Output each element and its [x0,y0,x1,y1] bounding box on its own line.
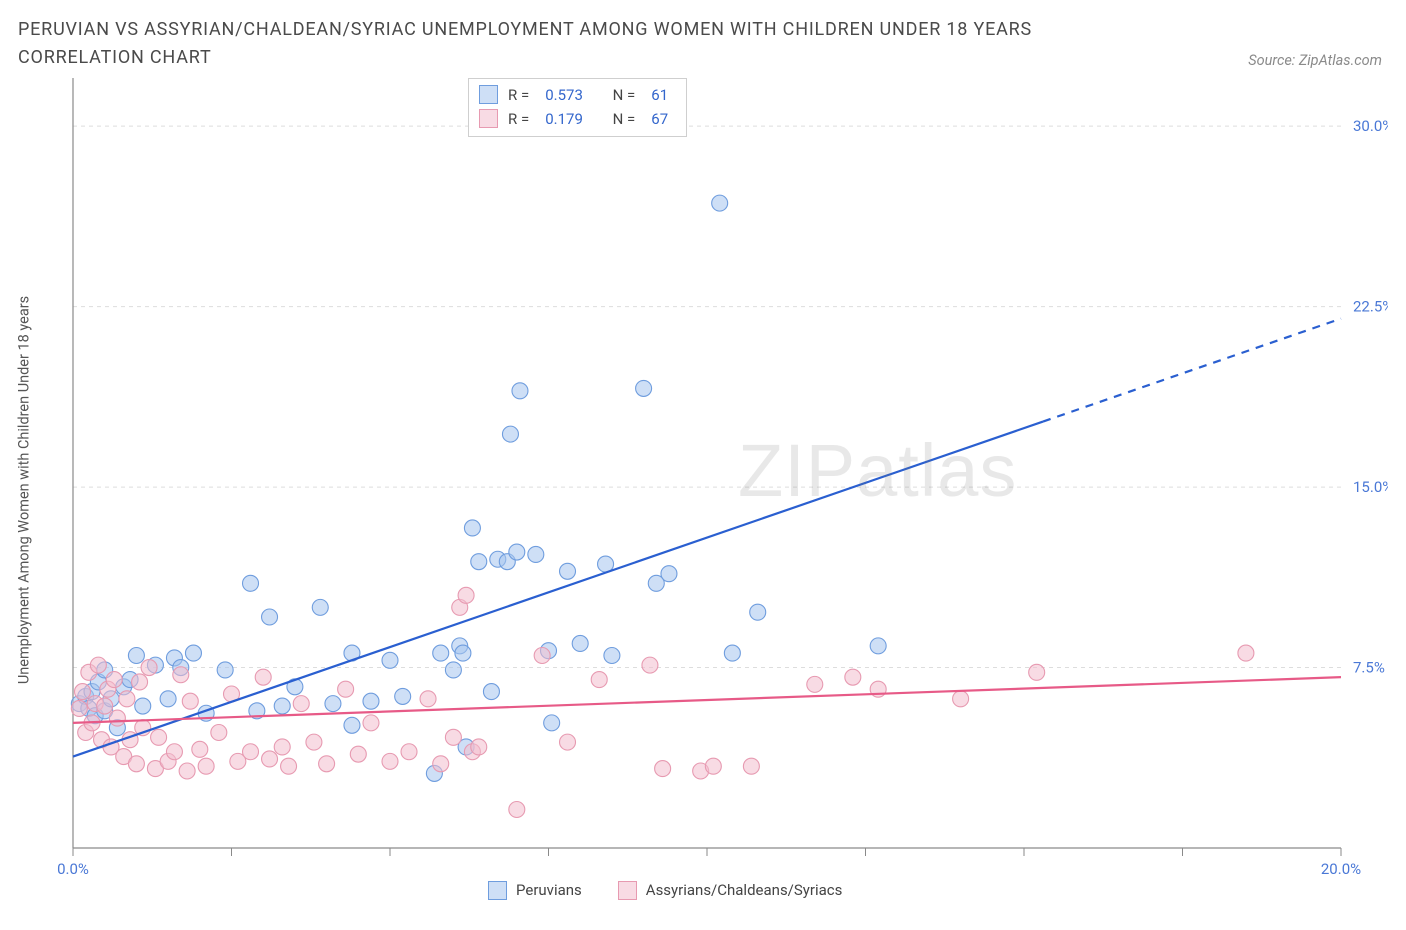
svg-text:7.5%: 7.5% [1353,658,1385,676]
y-axis-label: Unemployment Among Women with Children U… [16,296,33,684]
scatter-chart: 7.5% 15.0% 22.5% 30.0% 0.0% 20.0% [18,78,1388,902]
swatch-peruvians-2 [488,881,507,900]
stat-r-assyrians: 0.179 [539,107,589,131]
legend-item-assyrians: Assyrians/Chaldeans/Syriacs [618,881,843,900]
legend-item-peruvians: Peruvians [488,881,582,900]
swatch-peruvians [479,85,498,104]
legend-label-assyrians: Assyrians/Chaldeans/Syriacs [646,881,843,899]
svg-text:22.5%: 22.5% [1353,297,1388,315]
stat-r-label-b: R = [508,107,529,131]
svg-text:15.0%: 15.0% [1353,478,1388,496]
stat-n-label: N = [613,83,636,107]
swatch-assyrians [479,109,498,128]
stats-row-peruvians: R = 0.573 N = 61 [479,83,674,107]
stat-n-peruvians: 61 [645,83,674,107]
chart-page: PERUVIAN VS ASSYRIAN/CHALDEAN/SYRIAC UNE… [0,0,1406,930]
page-title: PERUVIAN VS ASSYRIAN/CHALDEAN/SYRIAC UNE… [18,16,1138,72]
svg-text:20.0%: 20.0% [1321,860,1361,878]
source-attribution: Source: ZipAtlas.com [1248,52,1382,69]
svg-text:30.0%: 30.0% [1353,117,1388,135]
swatch-assyrians-2 [618,881,637,900]
chart-container: Unemployment Among Women with Children U… [18,78,1388,902]
stat-r-label: R = [508,83,529,107]
stat-r-peruvians: 0.573 [539,83,589,107]
svg-text:0.0%: 0.0% [57,860,89,878]
stat-n-label-b: N = [613,107,636,131]
stats-legend-box: R = 0.573 N = 61 R = 0.179 N = 67 [468,78,687,137]
title-row: PERUVIAN VS ASSYRIAN/CHALDEAN/SYRIAC UNE… [18,16,1388,72]
stat-n-assyrians: 67 [645,107,674,131]
legend-label-peruvians: Peruvians [516,881,582,899]
legend-bottom: Peruvians Assyrians/Chaldeans/Syriacs [488,881,842,900]
stats-row-assyrians: R = 0.179 N = 67 [479,107,674,131]
